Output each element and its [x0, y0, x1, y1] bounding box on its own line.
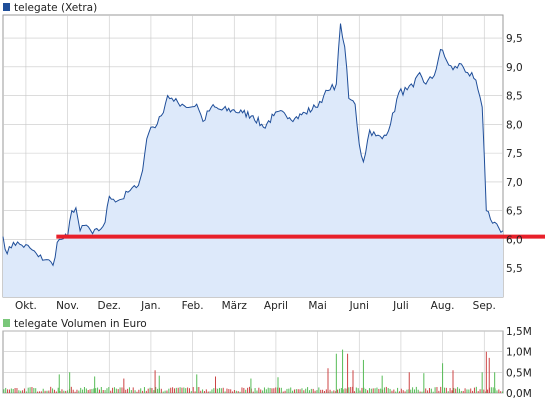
volume-plot-frame — [2, 330, 504, 394]
price-y-tick-label: 7,0 — [506, 177, 523, 189]
volume-legend-swatch — [3, 319, 10, 327]
price-y-tick-label: 9,5 — [506, 33, 523, 45]
price-legend-label: telegate (Xetra) — [14, 2, 97, 14]
volume-y-tick-label: 1,5M — [506, 326, 532, 338]
price-x-tick-label: Juli — [392, 300, 409, 312]
price-x-tick-label: Okt. — [15, 300, 37, 312]
price-y-tick-label: 5,5 — [506, 263, 523, 275]
price-y-tick-label: 7,5 — [506, 148, 523, 160]
volume-y-tick-label: 0,0M — [506, 388, 532, 400]
price-x-tick-label: März — [222, 300, 248, 312]
price-x-tick-label: Juni — [349, 300, 369, 312]
price-x-tick-label: Aug. — [431, 300, 455, 312]
price-area — [3, 23, 503, 297]
price-x-tick-label: Nov. — [56, 300, 79, 312]
price-x-tick-label: Feb. — [182, 300, 204, 312]
price-x-tick-label: Sep. — [473, 300, 496, 312]
volume-y-tick-label: 1,0M — [506, 347, 532, 359]
price-y-tick-label: 6,5 — [506, 206, 523, 218]
price-y-axis: 5,5 6,0 6,5 7,0 7,5 8,0 8,5 9,0 9,5 — [506, 33, 523, 275]
price-y-tick-label: 9,0 — [506, 62, 523, 74]
price-x-tick-label: Jan. — [140, 300, 161, 312]
price-y-tick-label: 8,0 — [506, 119, 523, 131]
price-x-tick-label: Mai — [308, 300, 326, 312]
volume-bars — [3, 349, 504, 393]
volume-legend-label: telegate Volumen in Euro — [14, 318, 147, 330]
price-x-tick-label: April — [264, 300, 288, 312]
price-line — [2, 23, 504, 267]
price-y-tick-label: 6,0 — [506, 234, 523, 246]
volume-y-axis: 0,0M 0,5M 1,0M 1,5M — [506, 326, 532, 400]
price-x-tick-label: Dez. — [98, 300, 121, 312]
volume-y-tick-label: 0,5M — [506, 367, 532, 379]
price-legend-swatch — [3, 3, 10, 11]
price-x-axis: Okt. Nov. Dez. Jan. Feb. März April Mai Juni Juli… — [15, 300, 496, 312]
volume-panel: 0,0M 0,5M 1,0M 1,5M — [2, 326, 532, 400]
price-y-tick-label: 8,5 — [506, 91, 523, 103]
price-panel: 5,5 6,0 6,5 7,0 7,5 8,0 8,5 9,0 9,5 Okt. Nov. Dez.… — [2, 14, 545, 312]
